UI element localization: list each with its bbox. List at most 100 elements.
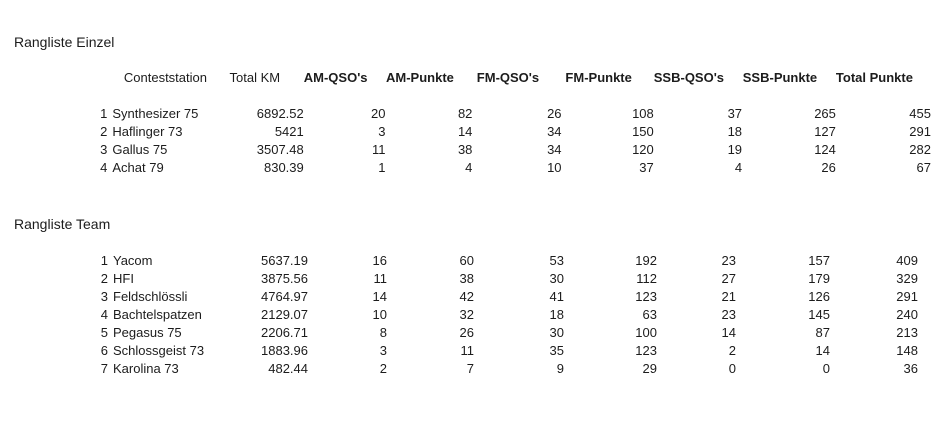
team-section-title: Rangliste Team: [14, 216, 111, 232]
total-km-cell: 1883.96: [261, 343, 308, 358]
ssb-qsos-cell: 2: [728, 343, 736, 358]
am-qsos-cell: 8: [379, 325, 387, 340]
am-qsos-cell: 3: [378, 124, 386, 139]
rank-cell: 3: [100, 289, 108, 304]
column-header-ssb-qsos: SSB-QSO's: [653, 70, 725, 85]
total-km-cell: 6892.52: [256, 106, 304, 121]
total-km-cell: 482.44: [268, 361, 308, 376]
column-header-fm-qsos: FM-QSO's: [476, 70, 540, 85]
fm-qsos-cell: 26: [547, 106, 562, 121]
fm-qsos-cell: 35: [549, 343, 564, 358]
column-header-am-qsos: AM-QSO's: [303, 70, 368, 85]
total-punkte-cell: 455: [909, 106, 931, 121]
ssb-punkte-cell: 0: [822, 361, 830, 376]
am-qsos-cell: 2: [379, 361, 387, 376]
am-punkte-cell: 82: [457, 106, 473, 121]
fm-qsos-cell: 53: [549, 253, 564, 268]
total-km-cell: 4764.97: [261, 289, 308, 304]
header-spacer-row: [94, 87, 931, 105]
column-header-conteststation: Conteststation: [123, 70, 207, 85]
fm-qsos-cell: 30: [549, 325, 564, 340]
ssb-punkte-cell: 145: [808, 307, 830, 322]
ssb-punkte-cell: 87: [815, 325, 830, 340]
fm-punkte-cell: 108: [632, 106, 654, 121]
am-punkte-cell: 60: [459, 253, 474, 268]
fm-qsos-cell: 18: [549, 307, 564, 322]
total-punkte-cell: 291: [896, 289, 918, 304]
station-cell: Karolina 73: [113, 361, 179, 376]
fm-qsos-cell: 34: [547, 124, 562, 139]
column-header-row: Conteststation Total KM AM-QSO's AM-Punk…: [94, 69, 931, 87]
ssb-punkte-cell: 14: [815, 343, 830, 358]
am-punkte-cell: 4: [465, 160, 473, 175]
fm-punkte-cell: 100: [635, 325, 657, 340]
am-punkte-cell: 42: [459, 289, 474, 304]
fm-punkte-cell: 29: [642, 361, 657, 376]
ssb-qsos-cell: 4: [734, 160, 743, 175]
ssb-punkte-cell: 124: [814, 142, 836, 157]
rank-cell: 2: [100, 124, 108, 139]
einzel-table-row: 4 Achat 79 830.39 1 4 10 37 4 26 67: [94, 159, 931, 177]
column-header-am-punkte: AM-Punkte: [386, 70, 454, 85]
station-cell: Yacom: [113, 253, 153, 268]
team-table-row: 1 Yacom 5637.19 16 60 53 192 23 157 409: [94, 252, 918, 270]
total-punkte-cell: 36: [903, 361, 918, 376]
ssb-qsos-cell: 0: [728, 361, 736, 376]
total-punkte-cell: 67: [916, 160, 931, 175]
am-punkte-cell: 7: [466, 361, 474, 376]
total-km-cell: 3875.56: [261, 271, 308, 286]
station-cell: Schlossgeist 73: [113, 343, 205, 358]
am-punkte-cell: 32: [459, 307, 474, 322]
fm-qsos-cell: 10: [547, 160, 562, 175]
team-table-row: 2 HFI 3875.56 11 38 30 112 27 179 329: [94, 270, 918, 288]
am-qsos-cell: 3: [379, 343, 387, 358]
total-km-cell: 2206.71: [261, 325, 308, 340]
team-table-body: 1 Yacom 5637.19 16 60 53 192 23 157 409 2 HFI 3875.5…: [94, 252, 918, 378]
rank-cell: 4: [100, 160, 108, 175]
am-qsos-cell: 1: [378, 160, 386, 175]
fm-punkte-cell: 123: [635, 343, 657, 358]
fm-punkte-cell: 123: [635, 289, 657, 304]
einzel-table-row: 1 Synthesizer 75 6892.52 20 82 26 108 37 265 455: [94, 105, 931, 123]
ssb-punkte-cell: 179: [808, 271, 830, 286]
station-cell: HFI: [113, 271, 134, 286]
total-km-cell: 5637.19: [261, 253, 308, 268]
rank-cell: 7: [100, 361, 108, 376]
am-qsos-cell: 20: [371, 106, 386, 121]
am-punkte-cell: 26: [459, 325, 474, 340]
rank-cell: 1: [100, 106, 108, 121]
ssb-qsos-cell: 14: [721, 325, 736, 340]
am-qsos-cell: 10: [372, 307, 387, 322]
total-km-cell: 830.39: [263, 160, 304, 175]
station-cell: Gallus 75: [112, 142, 168, 157]
total-punkte-cell: 213: [896, 325, 918, 340]
column-header-total-km: Total KM: [229, 70, 281, 85]
am-punkte-cell: 38: [457, 142, 473, 157]
team-table-row: 5 Pegasus 75 2206.71 8 26 30 100 14 87 213: [94, 324, 918, 342]
total-km-cell: 3507.48: [256, 142, 304, 157]
ssb-qsos-cell: 23: [721, 307, 736, 322]
ssb-qsos-cell: 23: [721, 253, 736, 268]
ssb-punkte-cell: 126: [808, 289, 830, 304]
am-qsos-cell: 11: [373, 271, 388, 286]
total-punkte-cell: 148: [896, 343, 918, 358]
fm-punkte-cell: 120: [632, 142, 654, 157]
ssb-punkte-cell: 265: [814, 106, 836, 121]
ssb-punkte-cell: 26: [821, 160, 836, 175]
team-table-row: 7 Karolina 73 482.44 2 7 9 29 0 0 36: [94, 360, 918, 378]
total-km-cell: 2129.07: [261, 307, 308, 322]
station-cell: Achat 79: [112, 160, 164, 175]
team-table-row: 6 Schlossgeist 73 1883.96 3 11 35 123 2 14 148: [94, 342, 918, 360]
rank-cell: 6: [100, 343, 108, 358]
rank-cell: 2: [100, 271, 108, 286]
fm-punkte-cell: 63: [642, 307, 657, 322]
fm-qsos-cell: 30: [549, 271, 564, 286]
total-punkte-cell: 329: [896, 271, 918, 286]
einzel-table-row: 3 Gallus 75 3507.48 11 38 34 120 19 124 282: [94, 141, 931, 159]
station-cell: Haflinger 73: [112, 124, 183, 139]
fm-punkte-cell: 150: [632, 124, 654, 139]
am-qsos-cell: 11: [372, 142, 386, 157]
ssb-punkte-cell: 157: [808, 253, 830, 268]
rank-cell: 1: [100, 253, 108, 268]
